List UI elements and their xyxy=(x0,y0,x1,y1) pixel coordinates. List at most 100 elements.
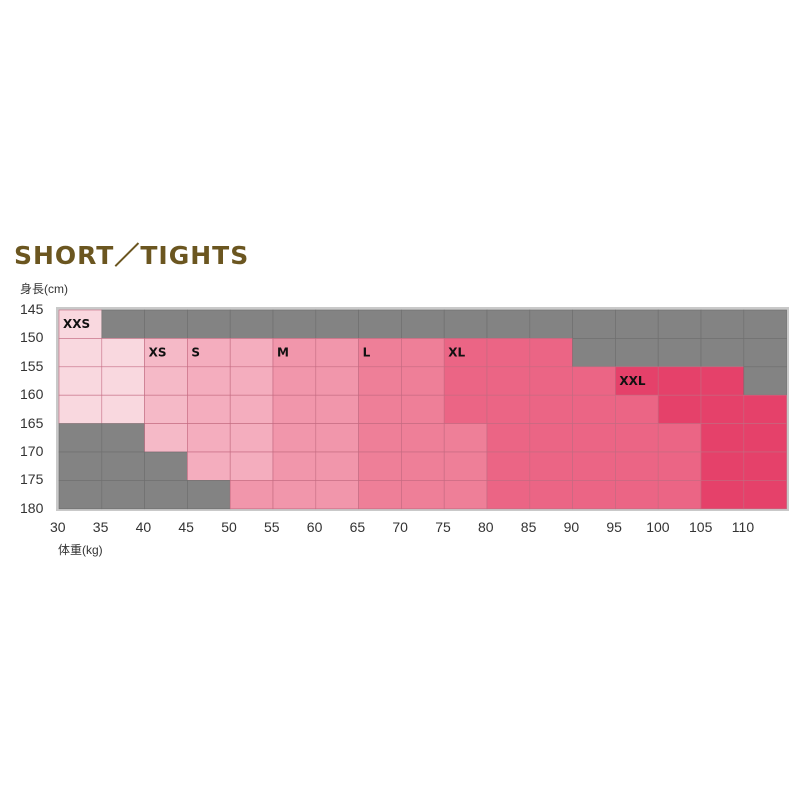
cell-m xyxy=(272,338,317,368)
size-label: XS xyxy=(149,345,167,359)
cell-xl xyxy=(443,394,488,424)
cell-none xyxy=(144,309,188,339)
cell-xl xyxy=(572,394,616,424)
cell-none xyxy=(700,338,745,368)
cell-none xyxy=(700,309,745,339)
cell-xl xyxy=(486,366,531,396)
cell-s xyxy=(187,423,231,453)
cell-none xyxy=(615,309,659,339)
cell-xs xyxy=(144,423,188,453)
cell-xxl xyxy=(700,480,745,510)
cell-m xyxy=(315,394,359,424)
cell-l xyxy=(401,423,445,453)
cell-xl xyxy=(486,423,531,453)
cell-m xyxy=(315,338,359,368)
cell-xl xyxy=(657,423,702,453)
cell-xl xyxy=(657,480,702,510)
cell-l xyxy=(358,480,402,510)
x-tick-label: 45 xyxy=(178,519,194,535)
cell-xxs xyxy=(58,366,103,396)
chart-title: SHORT／TIGHTS xyxy=(14,241,250,270)
cell-none xyxy=(743,366,787,396)
cell-none xyxy=(529,309,573,339)
x-tick-label: 90 xyxy=(563,519,580,535)
cell-none xyxy=(229,309,274,339)
cell-l xyxy=(401,451,445,481)
cell-xl xyxy=(486,480,531,510)
cell-none xyxy=(144,451,188,481)
cell-xl xyxy=(486,338,531,368)
cell-m xyxy=(229,480,274,510)
cell-none xyxy=(486,309,531,339)
cell-xl xyxy=(529,394,573,424)
cell-xxs xyxy=(101,394,145,424)
x-tick-label: 100 xyxy=(646,519,670,535)
x-tick-label: 50 xyxy=(221,519,237,535)
cell-m xyxy=(272,423,317,453)
y-tick-label: 175 xyxy=(20,471,44,488)
size-label: M xyxy=(277,345,289,359)
cell-s xyxy=(229,451,274,481)
x-tick-label: 55 xyxy=(264,519,280,535)
cell-xl xyxy=(572,480,616,510)
cell-none xyxy=(101,451,145,481)
cell-xl xyxy=(572,366,616,396)
cell-s xyxy=(187,366,231,396)
cell-xl xyxy=(615,423,659,453)
x-tick-label: 110 xyxy=(731,519,755,535)
cell-xs xyxy=(144,366,188,396)
cell-none xyxy=(743,309,787,339)
cell-none xyxy=(358,309,402,339)
cell-none xyxy=(572,309,616,339)
cell-l xyxy=(358,451,402,481)
cell-xl xyxy=(443,338,488,368)
x-tick-label: 105 xyxy=(689,519,713,535)
x-tick-label: 95 xyxy=(606,519,622,535)
cell-xl xyxy=(615,394,659,424)
cell-l xyxy=(358,394,402,424)
cell-none xyxy=(144,480,188,510)
cell-l xyxy=(401,366,445,396)
cell-xl xyxy=(572,423,616,453)
cell-xxs xyxy=(101,338,145,368)
cell-xxl xyxy=(743,394,787,424)
cell-l xyxy=(358,366,402,396)
cell-xxl xyxy=(700,366,745,396)
cell-xl xyxy=(615,480,659,510)
x-tick-label: 80 xyxy=(478,519,494,535)
cell-xxl xyxy=(743,451,787,481)
cell-l xyxy=(358,338,402,368)
cell-l xyxy=(401,394,445,424)
cell-xxl xyxy=(700,394,745,424)
cell-none xyxy=(101,423,145,453)
cell-xxs xyxy=(58,338,103,368)
cell-xxl xyxy=(743,423,787,453)
cell-m xyxy=(315,451,359,481)
cell-none xyxy=(187,480,231,510)
cell-xxl xyxy=(657,394,702,424)
y-tick-label: 160 xyxy=(20,386,44,403)
cell-xxs xyxy=(101,366,145,396)
cell-xxs xyxy=(58,394,103,424)
cell-m xyxy=(315,366,359,396)
size-label: XXL xyxy=(619,374,646,388)
cell-xl xyxy=(615,451,659,481)
cell-xl xyxy=(529,480,573,510)
cell-none xyxy=(101,480,145,510)
cell-none xyxy=(615,338,659,368)
cell-m xyxy=(315,480,359,510)
cell-xl xyxy=(529,366,573,396)
cell-s xyxy=(187,394,231,424)
size-label: S xyxy=(191,345,200,359)
cell-xl xyxy=(529,338,573,368)
size-label: XL xyxy=(448,345,465,359)
cell-xl xyxy=(486,394,531,424)
x-tick-label: 35 xyxy=(92,519,109,535)
cell-m xyxy=(272,394,317,424)
cell-xxl xyxy=(700,451,745,481)
cell-none xyxy=(58,423,103,453)
cell-m xyxy=(272,480,317,510)
x-axis-label: 体重(kg) xyxy=(58,543,103,557)
cell-m xyxy=(272,366,317,396)
